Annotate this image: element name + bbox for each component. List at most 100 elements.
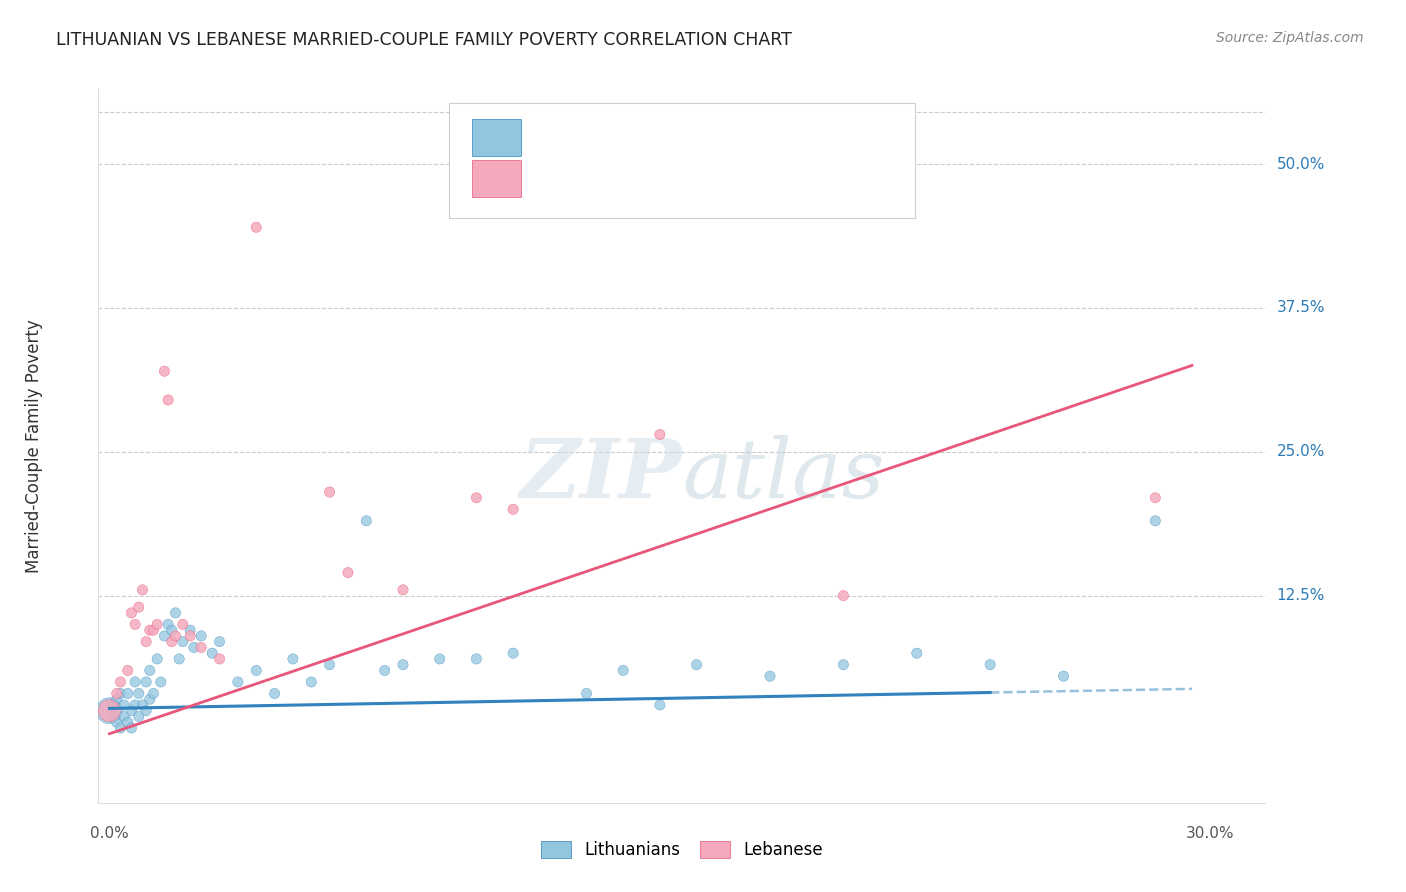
Point — [146, 617, 169, 632]
Point — [110, 686, 132, 700]
Point — [117, 664, 139, 678]
Point — [120, 606, 142, 620]
Point — [120, 704, 142, 718]
Text: 12.5%: 12.5% — [1277, 588, 1324, 603]
Point — [142, 623, 165, 637]
Point — [759, 669, 782, 683]
Point — [105, 715, 128, 730]
Point — [832, 657, 855, 672]
Point — [110, 721, 132, 735]
Point — [165, 629, 187, 643]
Point — [128, 709, 150, 723]
Point — [392, 582, 415, 597]
Point — [502, 646, 524, 660]
Point — [1144, 514, 1167, 528]
Point — [128, 686, 150, 700]
Point — [685, 657, 707, 672]
Point — [190, 640, 212, 655]
Text: N = 29: N = 29 — [706, 169, 768, 187]
Point — [318, 485, 340, 500]
Text: Married-Couple Family Poverty: Married-Couple Family Poverty — [25, 319, 44, 573]
Point — [135, 675, 157, 690]
Point — [281, 652, 304, 666]
Point — [101, 698, 124, 712]
Point — [149, 675, 172, 690]
Point — [1144, 491, 1167, 505]
Text: R = 0.545: R = 0.545 — [533, 169, 623, 187]
Point — [120, 721, 142, 735]
Point — [465, 491, 488, 505]
Point — [135, 634, 157, 648]
Point — [905, 646, 928, 660]
Point — [502, 502, 524, 516]
Point — [105, 686, 128, 700]
Point — [336, 566, 359, 580]
Point — [208, 652, 231, 666]
Point — [142, 686, 165, 700]
Point — [190, 629, 212, 643]
Point — [146, 652, 169, 666]
Point — [124, 617, 146, 632]
Point — [112, 698, 135, 712]
Point — [575, 686, 598, 700]
Point — [179, 623, 201, 637]
Point — [105, 692, 128, 706]
Point — [124, 698, 146, 712]
Point — [318, 657, 340, 672]
FancyBboxPatch shape — [472, 160, 520, 197]
Point — [98, 704, 121, 718]
Point — [208, 634, 231, 648]
Point — [153, 629, 176, 643]
Point — [98, 704, 121, 718]
Point — [356, 514, 378, 528]
Text: 30.0%: 30.0% — [1187, 826, 1234, 841]
Text: ZIP: ZIP — [519, 434, 682, 515]
Point — [131, 698, 153, 712]
Text: 37.5%: 37.5% — [1277, 301, 1324, 316]
Point — [139, 692, 162, 706]
Text: LITHUANIAN VS LEBANESE MARRIED-COUPLE FAMILY POVERTY CORRELATION CHART: LITHUANIAN VS LEBANESE MARRIED-COUPLE FA… — [56, 31, 792, 49]
Point — [110, 675, 132, 690]
Point — [429, 652, 451, 666]
Point — [165, 606, 187, 620]
Text: R = 0.067: R = 0.067 — [533, 128, 623, 146]
Point — [183, 640, 205, 655]
Point — [157, 392, 180, 407]
Text: 0.0%: 0.0% — [90, 826, 129, 841]
Point — [612, 664, 634, 678]
Point — [153, 364, 176, 378]
Point — [299, 675, 322, 690]
FancyBboxPatch shape — [472, 120, 520, 156]
Point — [117, 686, 139, 700]
Point — [648, 427, 671, 442]
Point — [263, 686, 285, 700]
Text: 50.0%: 50.0% — [1277, 156, 1324, 171]
Point — [128, 600, 150, 615]
Point — [979, 657, 1001, 672]
Point — [139, 664, 162, 678]
Point — [245, 664, 267, 678]
Point — [131, 582, 153, 597]
Point — [112, 709, 135, 723]
Point — [157, 617, 180, 632]
Point — [139, 623, 162, 637]
Point — [172, 634, 194, 648]
Text: atlas: atlas — [682, 434, 884, 515]
Point — [172, 617, 194, 632]
Text: 25.0%: 25.0% — [1277, 444, 1324, 459]
Point — [167, 652, 190, 666]
Point — [160, 623, 183, 637]
Point — [101, 709, 124, 723]
Point — [124, 675, 146, 690]
Point — [117, 715, 139, 730]
Point — [160, 634, 183, 648]
Text: Source: ZipAtlas.com: Source: ZipAtlas.com — [1216, 31, 1364, 45]
Point — [374, 664, 396, 678]
Point — [832, 589, 855, 603]
Point — [179, 629, 201, 643]
Point — [135, 704, 157, 718]
Point — [201, 646, 224, 660]
Text: N = 58: N = 58 — [706, 128, 768, 146]
Point — [648, 698, 671, 712]
Point — [465, 652, 488, 666]
